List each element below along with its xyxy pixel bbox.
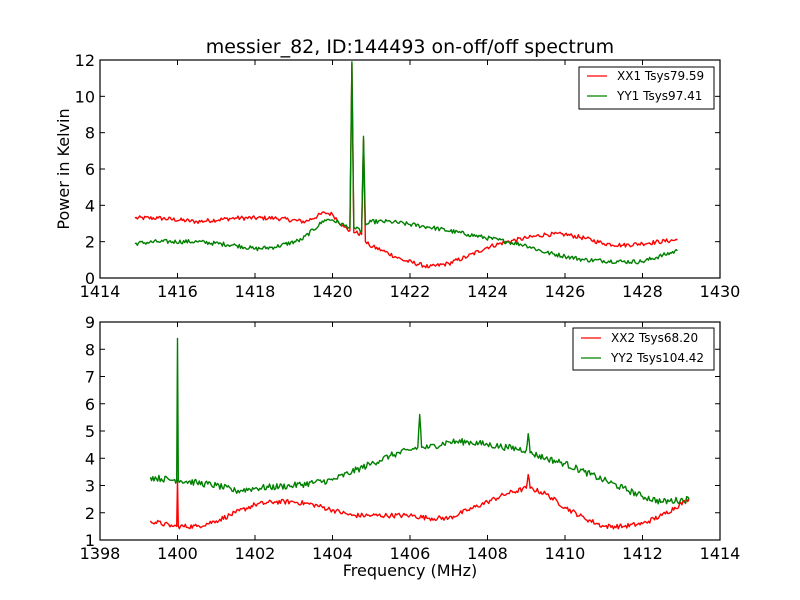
x-tick-label: 1430 xyxy=(700,282,741,301)
x-tick-label: 1428 xyxy=(622,282,663,301)
bottom-series-layer xyxy=(149,337,690,530)
x-tick-label: 1408 xyxy=(467,544,508,563)
x-tick-label: 1404 xyxy=(312,544,353,563)
y-tick-label: 9 xyxy=(85,313,95,332)
legend-label-xx2: XX2 Tsys68.20 xyxy=(611,331,698,345)
x-tick-label: 1422 xyxy=(390,282,431,301)
x-tick-label: 1424 xyxy=(467,282,508,301)
x-tick-label: 1402 xyxy=(235,544,276,563)
bottom-legend: XX2 Tsys68.20 YY2 Tsys104.42 xyxy=(572,327,715,371)
x-tick-label: 1414 xyxy=(700,544,741,563)
y-tick-label: 4 xyxy=(85,449,95,468)
legend-label-yy2: YY2 Tsys104.42 xyxy=(610,351,704,365)
x-tick-label: 1400 xyxy=(157,544,198,563)
top-legend: XX1 Tsys79.59 YY1 Tsys97.41 xyxy=(578,66,715,110)
series-line-yy1 xyxy=(134,61,678,265)
bottom-x-axis-label: Frequency (MHz) xyxy=(343,561,477,580)
top-y-axis-label: Power in Kelvin xyxy=(54,108,73,229)
y-tick-label: 12 xyxy=(75,51,95,70)
x-tick-label: 1406 xyxy=(390,544,431,563)
x-tick-label: 1426 xyxy=(545,282,586,301)
y-tick-label: 8 xyxy=(85,124,95,143)
y-tick-label: 2 xyxy=(85,504,95,523)
legend-label-xx1: XX1 Tsys79.59 xyxy=(617,69,704,83)
top-ticks: 1414 1416 1418 1420 1422 1424 1426 1428 1430 0 2 4 6… xyxy=(75,51,741,301)
y-tick-label: 2 xyxy=(85,233,95,252)
y-tick-label: 6 xyxy=(85,395,95,414)
y-tick-label: 6 xyxy=(85,160,95,179)
chart-title: messier_82, ID:144493 on-off/off spectru… xyxy=(206,36,614,58)
y-tick-label: 0 xyxy=(85,269,95,288)
top-legend-box xyxy=(578,66,715,110)
legend-label-yy1: YY1 Tsys97.41 xyxy=(616,89,702,103)
top-subplot: 1414 1416 1418 1420 1422 1424 1426 1428 1430 0 2 4 6… xyxy=(54,51,740,301)
x-tick-label: 1414 xyxy=(80,282,121,301)
x-tick-label: 1420 xyxy=(312,282,353,301)
x-tick-label: 1412 xyxy=(622,544,663,563)
bottom-ticks: 1398 1400 1402 1404 1406 1408 1410 1412 1414 1 2 3 4… xyxy=(80,313,741,563)
x-tick-label: 1410 xyxy=(545,544,586,563)
series-line-xx2 xyxy=(149,473,690,530)
y-tick-label: 4 xyxy=(85,196,95,215)
x-tick-label: 1416 xyxy=(157,282,198,301)
y-tick-label: 10 xyxy=(75,87,95,106)
y-tick-label: 1 xyxy=(85,531,95,550)
series-line-yy2 xyxy=(149,337,690,505)
top-series-layer xyxy=(134,61,678,269)
x-tick-label: 1418 xyxy=(235,282,276,301)
y-tick-label: 7 xyxy=(85,368,95,387)
series-line-xx1 xyxy=(134,62,678,269)
y-tick-label: 5 xyxy=(85,422,95,441)
y-tick-label: 8 xyxy=(85,340,95,359)
bottom-legend-box xyxy=(572,327,715,371)
bottom-subplot: 1398 1400 1402 1404 1406 1408 1410 1412 1414 1 2 3 4… xyxy=(80,313,741,580)
x-tick-label: 1398 xyxy=(80,544,121,563)
y-tick-label: 3 xyxy=(85,477,95,496)
